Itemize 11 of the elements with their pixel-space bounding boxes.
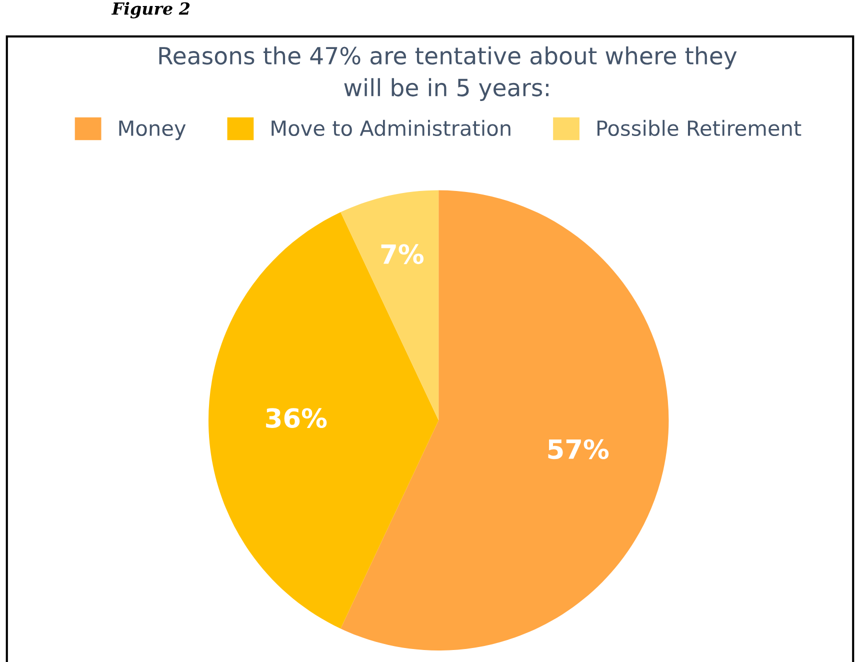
data-label: 7%: [381, 244, 424, 264]
legend-label: Possible Retirement: [597, 120, 802, 136]
legend-label: Move to Administration: [272, 120, 510, 136]
chart-title: Reasons the 47% are tentative about where they will be in 5 years:: [159, 46, 737, 102]
data-label: 57%: [548, 439, 609, 460]
caption: Figure 2: [111, 2, 190, 18]
legend-label: Money: [119, 120, 186, 140]
pie-slice: [340, 190, 669, 650]
pie-slice: [340, 190, 439, 420]
pie-slice: [208, 212, 439, 629]
data-label: 36%: [266, 408, 327, 428]
